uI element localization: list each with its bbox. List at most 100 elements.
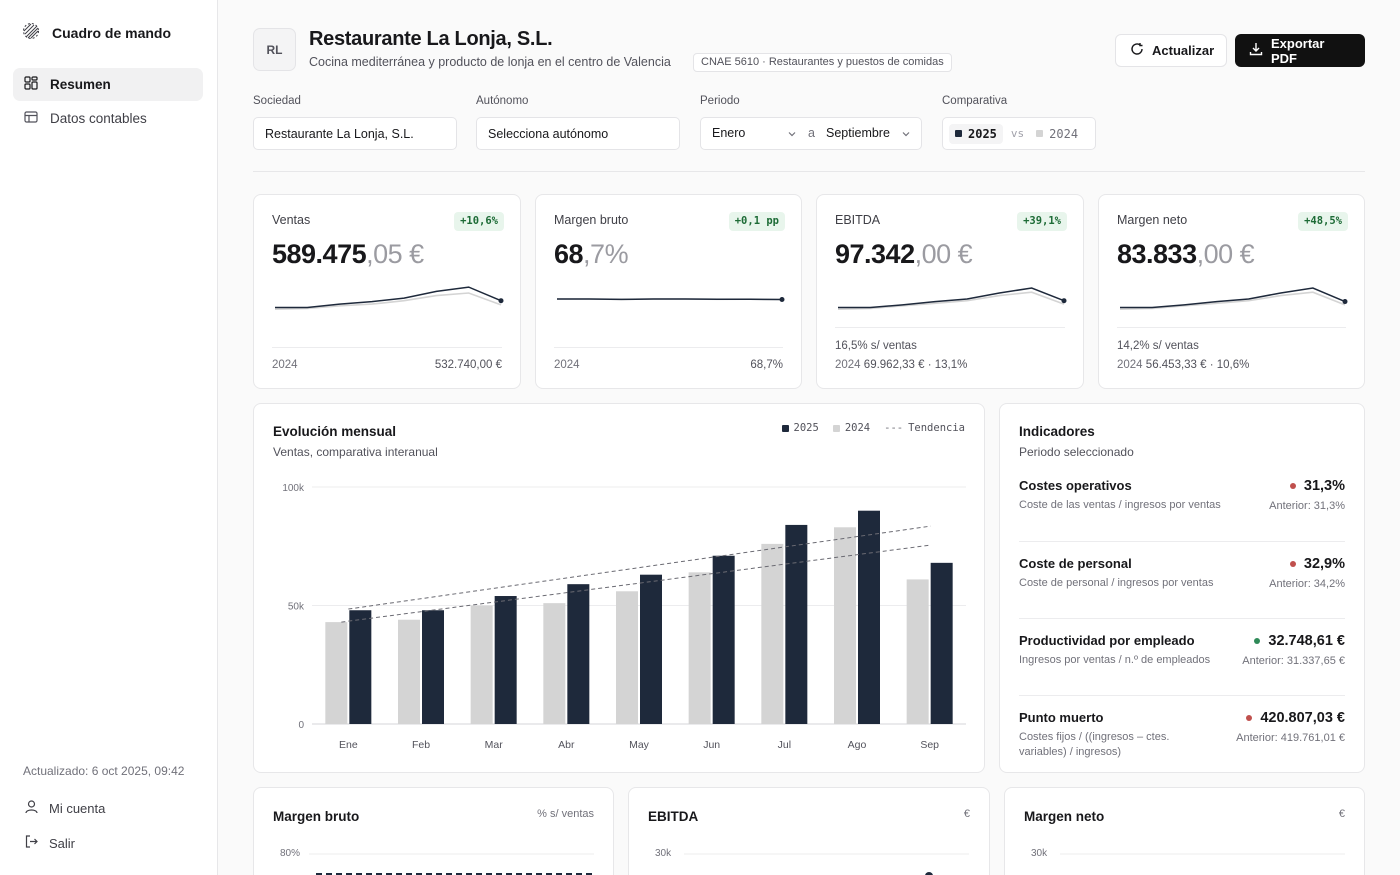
indicator-punto-muerto: Punto muerto Costes fijos / ((ingresos –… [1019,710,1345,760]
legend-item-tendencia[interactable]: --- Tendencia [884,422,965,434]
periodo-to-select[interactable]: Septiembre [826,126,910,140]
kpi-label: Ventas [272,213,311,227]
sidebar: Cuadro de mando Resumen Datos contables … [0,0,218,875]
status-dot [1289,561,1296,567]
kpi-sparkline [1119,287,1348,310]
sparkline-end-point [1061,298,1067,304]
logout-icon [24,834,39,852]
indicator-name: Coste de personal [1019,556,1132,571]
table-icon [24,110,38,127]
account-link[interactable]: Mi cuenta [24,799,105,817]
kpi-prior-value: 532.740,00 € [434,359,502,371]
indicator-description: Coste de las ventas / ingresos por venta… [1019,499,1221,511]
indicator-description: Costes fijos / ((ingresos – ctes. variab… [1019,731,1170,758]
x-tick-label: Jun [703,739,720,751]
kpi-label: Margen neto [1117,213,1188,227]
user-icon [24,799,39,817]
year-a-swatch [955,130,962,137]
kpi-divider [1117,327,1346,328]
year-a-chip[interactable]: 2025 [949,123,1003,144]
kpi-label: Margen bruto [554,213,629,227]
bar-2025 [858,510,880,724]
sidebar-item-datos-contables[interactable]: Datos contables [13,102,203,135]
brand-name: Cuadro de mando [52,24,172,41]
card-title: Margen neto [1024,809,1105,824]
vs-label: vs [1010,127,1025,140]
brand[interactable]: Cuadro de mando [22,22,171,43]
margen-neto-chart-preview [1060,853,1345,855]
chart-legend: 2025 2024 --- Tendencia [781,422,965,434]
comparativa-toggle[interactable]: 2025 vs 2024 [942,117,1096,150]
year-b-swatch [1036,130,1044,137]
comparativa-label: Comparativa [942,95,1008,107]
y-tick-label: 80% [280,848,301,859]
y-tick-label: 30k [1031,848,1048,859]
sociedad-select[interactable]: Restaurante La Lonja, S.L. [253,117,457,150]
dashboard-icon [24,76,38,93]
y-tick-label: 30k [655,848,672,859]
x-tick-label: Ene [339,739,358,751]
card-title: EBITDA [648,809,699,824]
legend-item-2025[interactable]: 2025 [781,422,819,434]
kpi-card-ventas: Ventas +10,6% 589.475,05 € 2024 532.740,… [253,194,521,389]
indicator-previous: Anterior: 34,2% [1269,578,1345,590]
sidebar-item-resumen[interactable]: Resumen [13,68,203,101]
indicator-value: 31,3% [1289,478,1345,494]
kpi-prior-year: 2024 [554,359,580,371]
kpi-ratio: 14,2% s/ ventas [1117,340,1199,352]
sociedad-label: Sociedad [253,95,301,107]
series-point-preview [925,872,933,875]
y-tick-label: 50k [288,602,305,613]
cnae-badge: CNAE 5610 · Restaurantes y puestos de co… [693,53,952,72]
status-dot [1254,638,1261,644]
bar-2025 [567,584,590,724]
chart-title: Evolución mensual [273,424,397,439]
divider [1019,541,1345,542]
divider [253,171,1365,172]
periodo-from-select[interactable]: Enero [712,126,796,140]
chart-subtitle: Ventas, comparativa interanual [273,445,438,459]
sparkline-end-point [779,297,785,303]
y-tick-label: 0 [298,720,304,731]
kpi-change-badge: +0,1 pp [728,212,785,231]
kpi-sparkline [274,286,504,310]
status-dot [1289,483,1296,489]
bar-2024 [906,579,929,724]
company-description: Cocina mediterránea y producto de lonja … [309,55,671,69]
bar-2024 [470,605,493,724]
indicator-productividad: Productividad por empleado Ingresos por … [1019,633,1345,673]
export-pdf-button[interactable]: Exportar PDF [1235,34,1365,67]
sparkline-prior [274,292,502,310]
autonomo-select[interactable]: Selecciona autónomo [476,117,680,150]
last-updated: Actualizado: 6 oct 2025, 09:42 [23,764,185,778]
chevron-down-icon [788,126,796,140]
x-tick-label: Mar [485,739,504,751]
x-tick-label: Feb [412,739,430,751]
card-unit: % s/ ventas [537,808,594,820]
bar-2025 [712,555,735,724]
bar-2025 [785,524,808,724]
page-title: Restaurante La Lonja, S.L. [309,28,553,50]
year-b-chip[interactable]: 2024 [1032,124,1082,144]
sidebar-item-label: Datos contables [50,111,147,126]
bar-2025 [494,596,517,724]
card-unit: € [1338,808,1345,820]
kpi-value: 589.475,05 € [272,239,424,269]
indicator-costes-operativos: Costes operativos Coste de las ventas / … [1019,478,1345,518]
bar-2024 [325,622,348,724]
kpi-divider [272,347,502,348]
indicator-previous: Anterior: 419.761,01 € [1236,732,1345,744]
indicator-description: Ingresos por ventas / n.º de empleados [1019,654,1211,666]
x-tick-label: Jul [778,739,791,751]
logout-link[interactable]: Salir [24,834,75,852]
margen-bruto-chart-card: Margen bruto % s/ ventas 80% [253,787,614,875]
legend-item-2024[interactable]: 2024 [832,422,870,434]
refresh-label: Actualizar [1152,43,1215,58]
periodo-label: Periodo [700,95,740,107]
chevron-down-icon [902,126,910,140]
kpi-value: 68,7% [554,239,629,269]
card-title: Margen bruto [273,809,360,824]
sparkline-current [1120,287,1346,309]
bar-2024 [616,591,638,724]
refresh-button[interactable]: Actualizar [1115,34,1227,67]
